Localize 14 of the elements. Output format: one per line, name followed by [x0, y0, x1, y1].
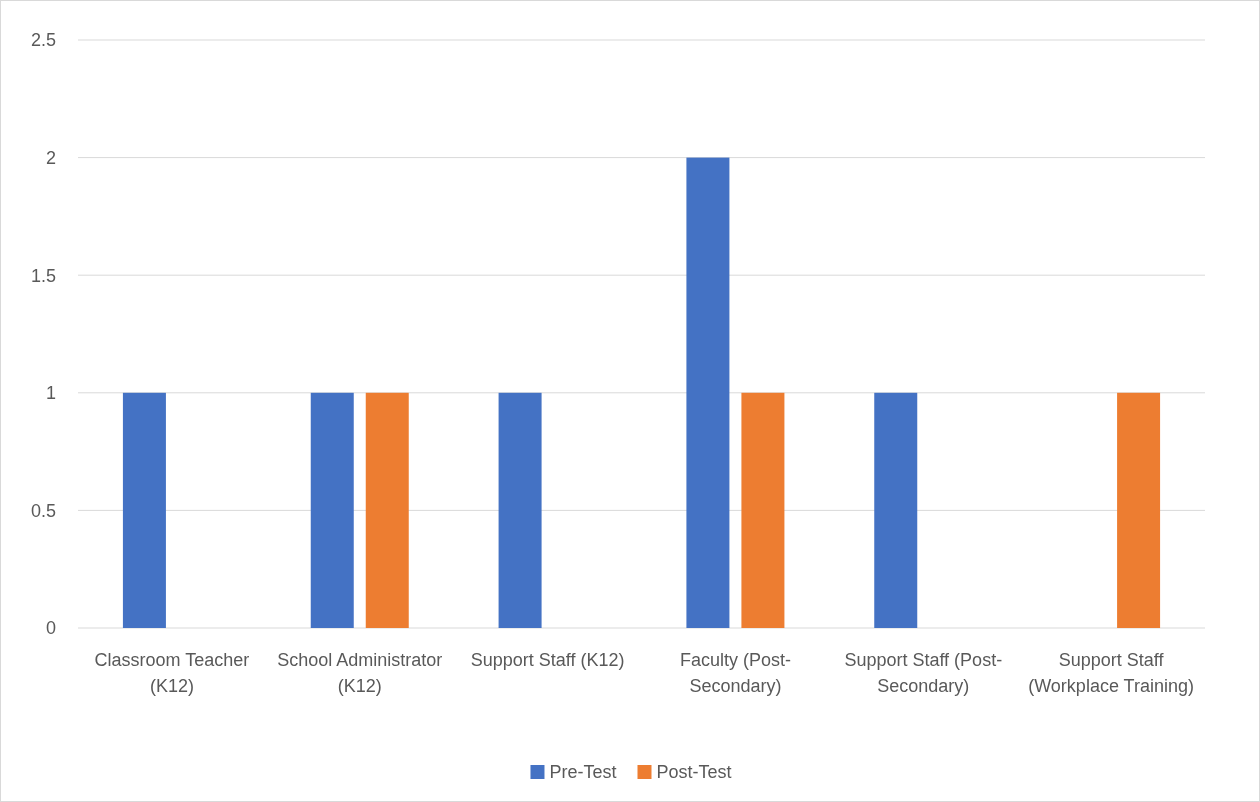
x-tick-label: Support Staff (Post-Secondary)	[844, 650, 1003, 696]
y-tick-label: 2.5	[30, 30, 56, 51]
x-tick-label: Support Staff (Workplace Training)	[1028, 650, 1194, 696]
x-tick-label: Classroom Teacher (K12)	[94, 650, 250, 696]
x-tick-label: Faculty (Post-Secondary)	[679, 650, 791, 696]
y-tick-label: 0.5	[30, 500, 56, 521]
y-tick-label: 2	[45, 147, 56, 168]
y-tick-label: 1.5	[30, 265, 56, 286]
x-tick-label: School Administrator (K12)	[277, 650, 443, 696]
y-tick-label: 0	[45, 618, 56, 639]
legend-label: Post-Test	[656, 762, 732, 783]
x-tick-label: Support Staff (K12)	[470, 650, 625, 670]
legend-label: Pre-Test	[549, 762, 617, 783]
y-tick-label: 1	[45, 383, 56, 404]
